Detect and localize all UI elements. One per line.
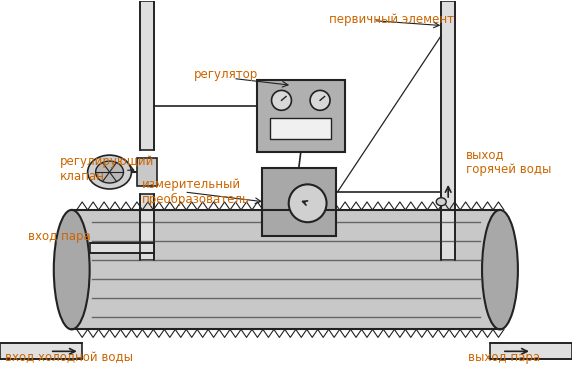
Bar	[141, 194, 154, 260]
Text: измерительный
преобразователь: измерительный преобразователь	[141, 178, 250, 206]
Text: выход
горячей воды: выход горячей воды	[466, 148, 552, 176]
Ellipse shape	[88, 155, 131, 189]
Text: первичный элемент: первичный элемент	[329, 13, 453, 26]
Bar	[72, 210, 500, 329]
Ellipse shape	[96, 161, 123, 183]
Bar	[90, 243, 154, 253]
Bar	[441, 1, 455, 260]
Bar	[270, 118, 331, 139]
Text: регулирующий
клапан: регулирующий клапан	[60, 155, 154, 183]
Text: регулятор: регулятор	[194, 68, 258, 81]
Ellipse shape	[310, 90, 330, 110]
Ellipse shape	[289, 184, 327, 222]
Ellipse shape	[54, 210, 90, 329]
Bar	[0, 343, 82, 359]
Bar	[262, 168, 336, 236]
Bar	[490, 343, 572, 359]
Text: вход пара: вход пара	[28, 230, 91, 243]
Bar	[141, 1, 154, 150]
Ellipse shape	[482, 210, 518, 329]
Text: выход пара: выход пара	[468, 352, 540, 364]
Ellipse shape	[436, 198, 446, 206]
Bar	[257, 80, 344, 152]
Text: вход холодной воды: вход холодной воды	[5, 352, 133, 364]
Bar	[137, 158, 157, 186]
Ellipse shape	[272, 90, 292, 110]
